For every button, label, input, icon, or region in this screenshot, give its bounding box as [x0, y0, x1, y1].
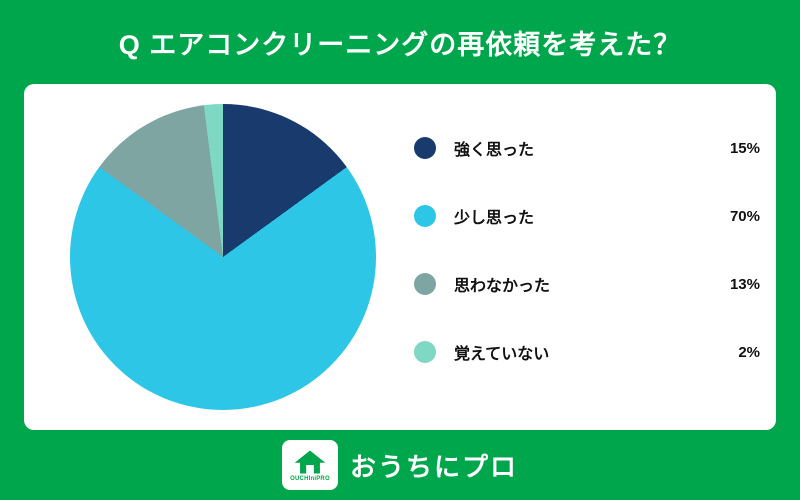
- pie-chart: [70, 104, 376, 410]
- brand-logo: OUCHIniPRO: [281, 440, 338, 490]
- legend-item: 覚えていない 2%: [414, 338, 760, 366]
- house-icon: [293, 449, 327, 475]
- legend-item: 少し思った 70%: [414, 202, 760, 230]
- legend-label: 覚えていない: [454, 346, 550, 363]
- legend-label: 思わなかった: [454, 278, 551, 295]
- legend-color-dot: [414, 273, 436, 295]
- logo-text: OUCHIniPRO: [290, 475, 330, 482]
- legend-label: 少し思った: [454, 210, 535, 227]
- legend-label: 強く思った: [454, 142, 535, 159]
- legend-color-dot: [414, 205, 436, 227]
- chart-card: 強く思った 15% 少し思った 70% 思わなかった 13% 覚えていない 2%: [24, 84, 776, 430]
- legend-value: 15%: [729, 139, 760, 157]
- legend-item: 思わなかった 13%: [414, 270, 760, 298]
- legend-color-dot: [414, 137, 436, 159]
- footer: OUCHIniPRO おうちにプロ: [0, 430, 800, 500]
- legend-color-dot: [414, 341, 436, 363]
- legend-value: 2%: [738, 343, 760, 361]
- brand-text: おうちにプロ: [349, 451, 518, 482]
- legend-item: 強く思った 15%: [414, 134, 760, 162]
- legend-value: 70%: [729, 207, 760, 225]
- legend: 強く思った 15% 少し思った 70% 思わなかった 13% 覚えていない 2%: [414, 134, 760, 406]
- page-title: Q エアコンクリーニングの再依頼を考えた？: [118, 29, 682, 60]
- legend-value: 13%: [729, 275, 760, 293]
